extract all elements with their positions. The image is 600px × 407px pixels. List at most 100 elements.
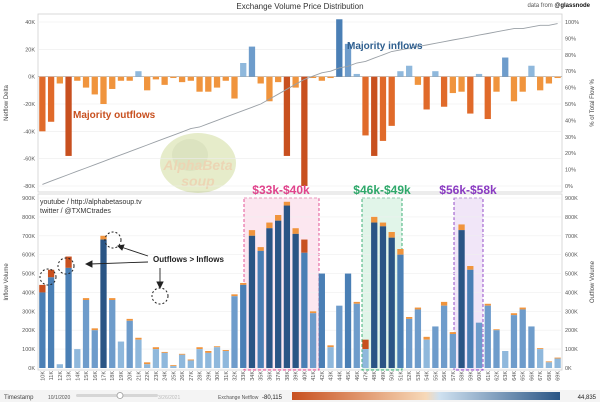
inflow-bar [170,366,177,368]
top-y2-tick-label: 50% [565,102,576,108]
netflow-bar [537,76,544,91]
outflow-cap-bar [231,294,238,297]
netflow-bar [388,76,395,126]
bottom-y2-tick-label: 200K [565,328,578,334]
x-tick-label: 19K [119,371,125,381]
x-tick-label: 64K [512,371,518,381]
netflow-bar [283,76,291,156]
date-start: 10/1/2020 [48,395,70,401]
outflow-cap-bar [423,336,430,340]
x-tick-label: 29K [206,371,212,381]
twitter-handle[interactable]: twitter / @TXMCtrades [40,208,111,215]
x-tick-label: 40K [302,371,308,381]
netflow-bar [327,76,334,79]
inflow-bar [484,305,491,368]
top-y-tick-label: -20K [23,102,35,108]
inflow-bar [74,349,81,368]
outflow-cap-bar [379,222,387,227]
netflow-bar [275,76,282,83]
inflow-bar [554,358,561,368]
x-tick-label: 21K [136,371,142,381]
netflow-bar [222,76,229,81]
bottom-y-tick-label: 400K [22,290,35,296]
netflow-bar [39,76,46,132]
cumulative-flow-line [42,23,558,185]
x-tick-label: 17K [102,371,108,381]
inflow-bar [292,233,299,368]
netflow-bar [379,76,387,141]
top-y2-tick-label: 60% [565,86,576,92]
inflow-bar [432,326,439,368]
inflow-bar [109,300,116,368]
inflow-bar [126,320,133,368]
top-y2-tick-label: 20% [565,151,576,157]
inflow-bar [91,330,98,368]
outflow-cap-bar [178,353,186,355]
bottom-y2-tick-label: 900K [565,196,578,202]
netflow-bar [178,76,186,83]
x-tick-label: 15K [84,371,90,381]
top-y-tick-label: -40K [23,129,35,135]
inflow-bar [537,349,544,368]
outflow-cap-bar [458,224,465,231]
netflow-bar [301,76,308,186]
timestamp-slider-handle[interactable] [116,392,124,399]
outflow-cap-bar [213,346,221,348]
netflow-bar [231,76,238,99]
netflow-bar [484,76,491,120]
outflow-cap-bar [39,284,46,293]
x-tick-label: 11K [49,371,55,381]
inflow-bar [39,292,46,368]
netflow-bar [309,76,317,79]
outflow-cap-bar [47,269,55,278]
netflow-bar [519,76,526,92]
outflow-cap-bar [283,201,291,206]
netflow-bar [74,76,81,81]
inflow-bar [449,334,456,368]
netflow-bar [545,76,553,84]
inflow-bar [257,250,264,368]
youtube-link[interactable]: youtube / http://alphabetasoup.tv [40,199,142,206]
inflow-bar [502,351,509,368]
inflow-bar [65,267,72,368]
x-tick-label: 57K [451,371,457,381]
outflow-cap-bar [388,232,395,238]
top-y-tick-label: -60K [23,157,35,163]
top-y2-tick-label: 0% [565,184,573,190]
svg-text:soup: soup [181,173,215,189]
netflow-chart: 40K 20K 0K -20K -40K -60K -80K 100% 90% 80% 70% 60%… [23,19,579,190]
outflow-cap-bar [205,351,212,353]
bottom-y2-tick-label: 600K [565,253,578,259]
x-tick-label: 26K [180,371,186,381]
outflow-cap-bar [510,313,518,316]
outflow-cap-bar [91,328,98,331]
outflow-cap-bar [484,303,491,306]
x-tick-label: 20K [128,371,134,381]
inflow-bar [519,309,526,368]
inflow-bar [423,339,430,368]
inflow-bar [187,360,194,368]
bottom-y-tick-label: 600K [22,253,35,259]
x-tick-label: 66K [529,371,535,381]
top-y-tick-label: -80K [23,184,35,190]
x-tick-label: 46K [355,371,361,381]
source-handle: @glassnode [554,3,590,9]
top-panel-frame [37,13,563,193]
x-tick-label: 68K [547,371,553,381]
x-tick-label: 25K [171,371,177,381]
outflow-cap-bar [82,298,90,300]
inflow-bar [240,284,247,368]
bottom-y2-tick-label: 500K [565,272,578,278]
bottom-y-tick-label: 500K [22,272,35,278]
bottom-y-tick-label: 200K [22,328,35,334]
x-tick-label: 50K [390,371,396,381]
netflow-bar [135,71,142,77]
inflow-bar [82,300,90,368]
inflow-bar [397,254,404,368]
netflow-bar [82,76,90,88]
outflow-cap-bar [292,228,299,234]
inflow-bar [545,362,553,368]
x-tick-label: 38K [285,371,291,381]
inflow-bar [510,315,518,368]
netflow-bar [100,76,107,104]
